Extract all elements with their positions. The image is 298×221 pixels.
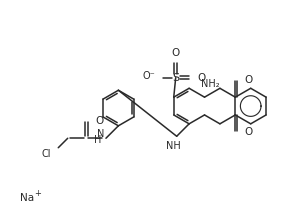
Text: H: H <box>94 135 101 145</box>
Text: +: + <box>35 189 41 198</box>
Text: O⁻: O⁻ <box>142 71 155 81</box>
Text: NH₂: NH₂ <box>201 79 220 89</box>
Text: Na: Na <box>20 193 34 203</box>
Text: O: O <box>244 127 252 137</box>
Text: Cl: Cl <box>42 149 51 159</box>
Text: O: O <box>244 75 252 85</box>
Text: O: O <box>95 116 103 126</box>
Text: O: O <box>172 48 180 58</box>
Text: N: N <box>97 129 104 139</box>
Text: S: S <box>172 73 179 83</box>
Text: O: O <box>198 73 206 83</box>
Text: NH: NH <box>166 141 181 151</box>
